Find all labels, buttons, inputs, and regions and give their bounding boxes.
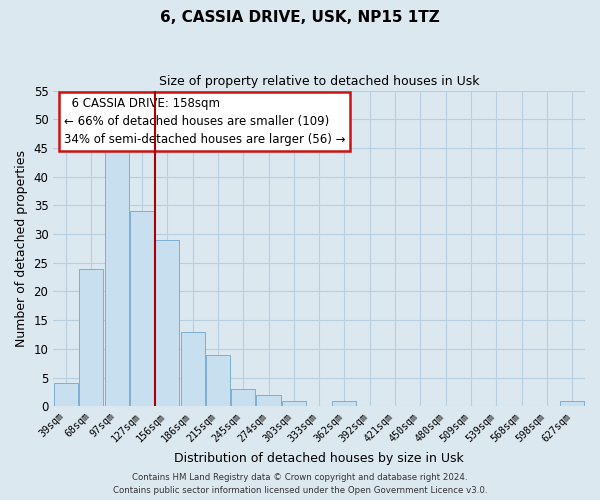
Bar bbox=[206, 354, 230, 406]
X-axis label: Distribution of detached houses by size in Usk: Distribution of detached houses by size … bbox=[174, 452, 464, 465]
Bar bbox=[104, 148, 128, 406]
Bar bbox=[231, 389, 255, 406]
Text: 6, CASSIA DRIVE, USK, NP15 1TZ: 6, CASSIA DRIVE, USK, NP15 1TZ bbox=[160, 10, 440, 25]
Bar bbox=[332, 400, 356, 406]
Y-axis label: Number of detached properties: Number of detached properties bbox=[15, 150, 28, 347]
Title: Size of property relative to detached houses in Usk: Size of property relative to detached ho… bbox=[159, 75, 479, 88]
Bar bbox=[79, 268, 103, 406]
Bar bbox=[181, 332, 205, 406]
Text: Contains HM Land Registry data © Crown copyright and database right 2024.
Contai: Contains HM Land Registry data © Crown c… bbox=[113, 474, 487, 495]
Text: 6 CASSIA DRIVE: 158sqm  
← 66% of detached houses are smaller (109)
34% of semi-: 6 CASSIA DRIVE: 158sqm ← 66% of detached… bbox=[64, 97, 346, 146]
Bar bbox=[155, 240, 179, 406]
Bar bbox=[130, 211, 154, 406]
Bar bbox=[560, 400, 584, 406]
Bar bbox=[54, 384, 78, 406]
Bar bbox=[282, 400, 306, 406]
Bar bbox=[256, 395, 281, 406]
